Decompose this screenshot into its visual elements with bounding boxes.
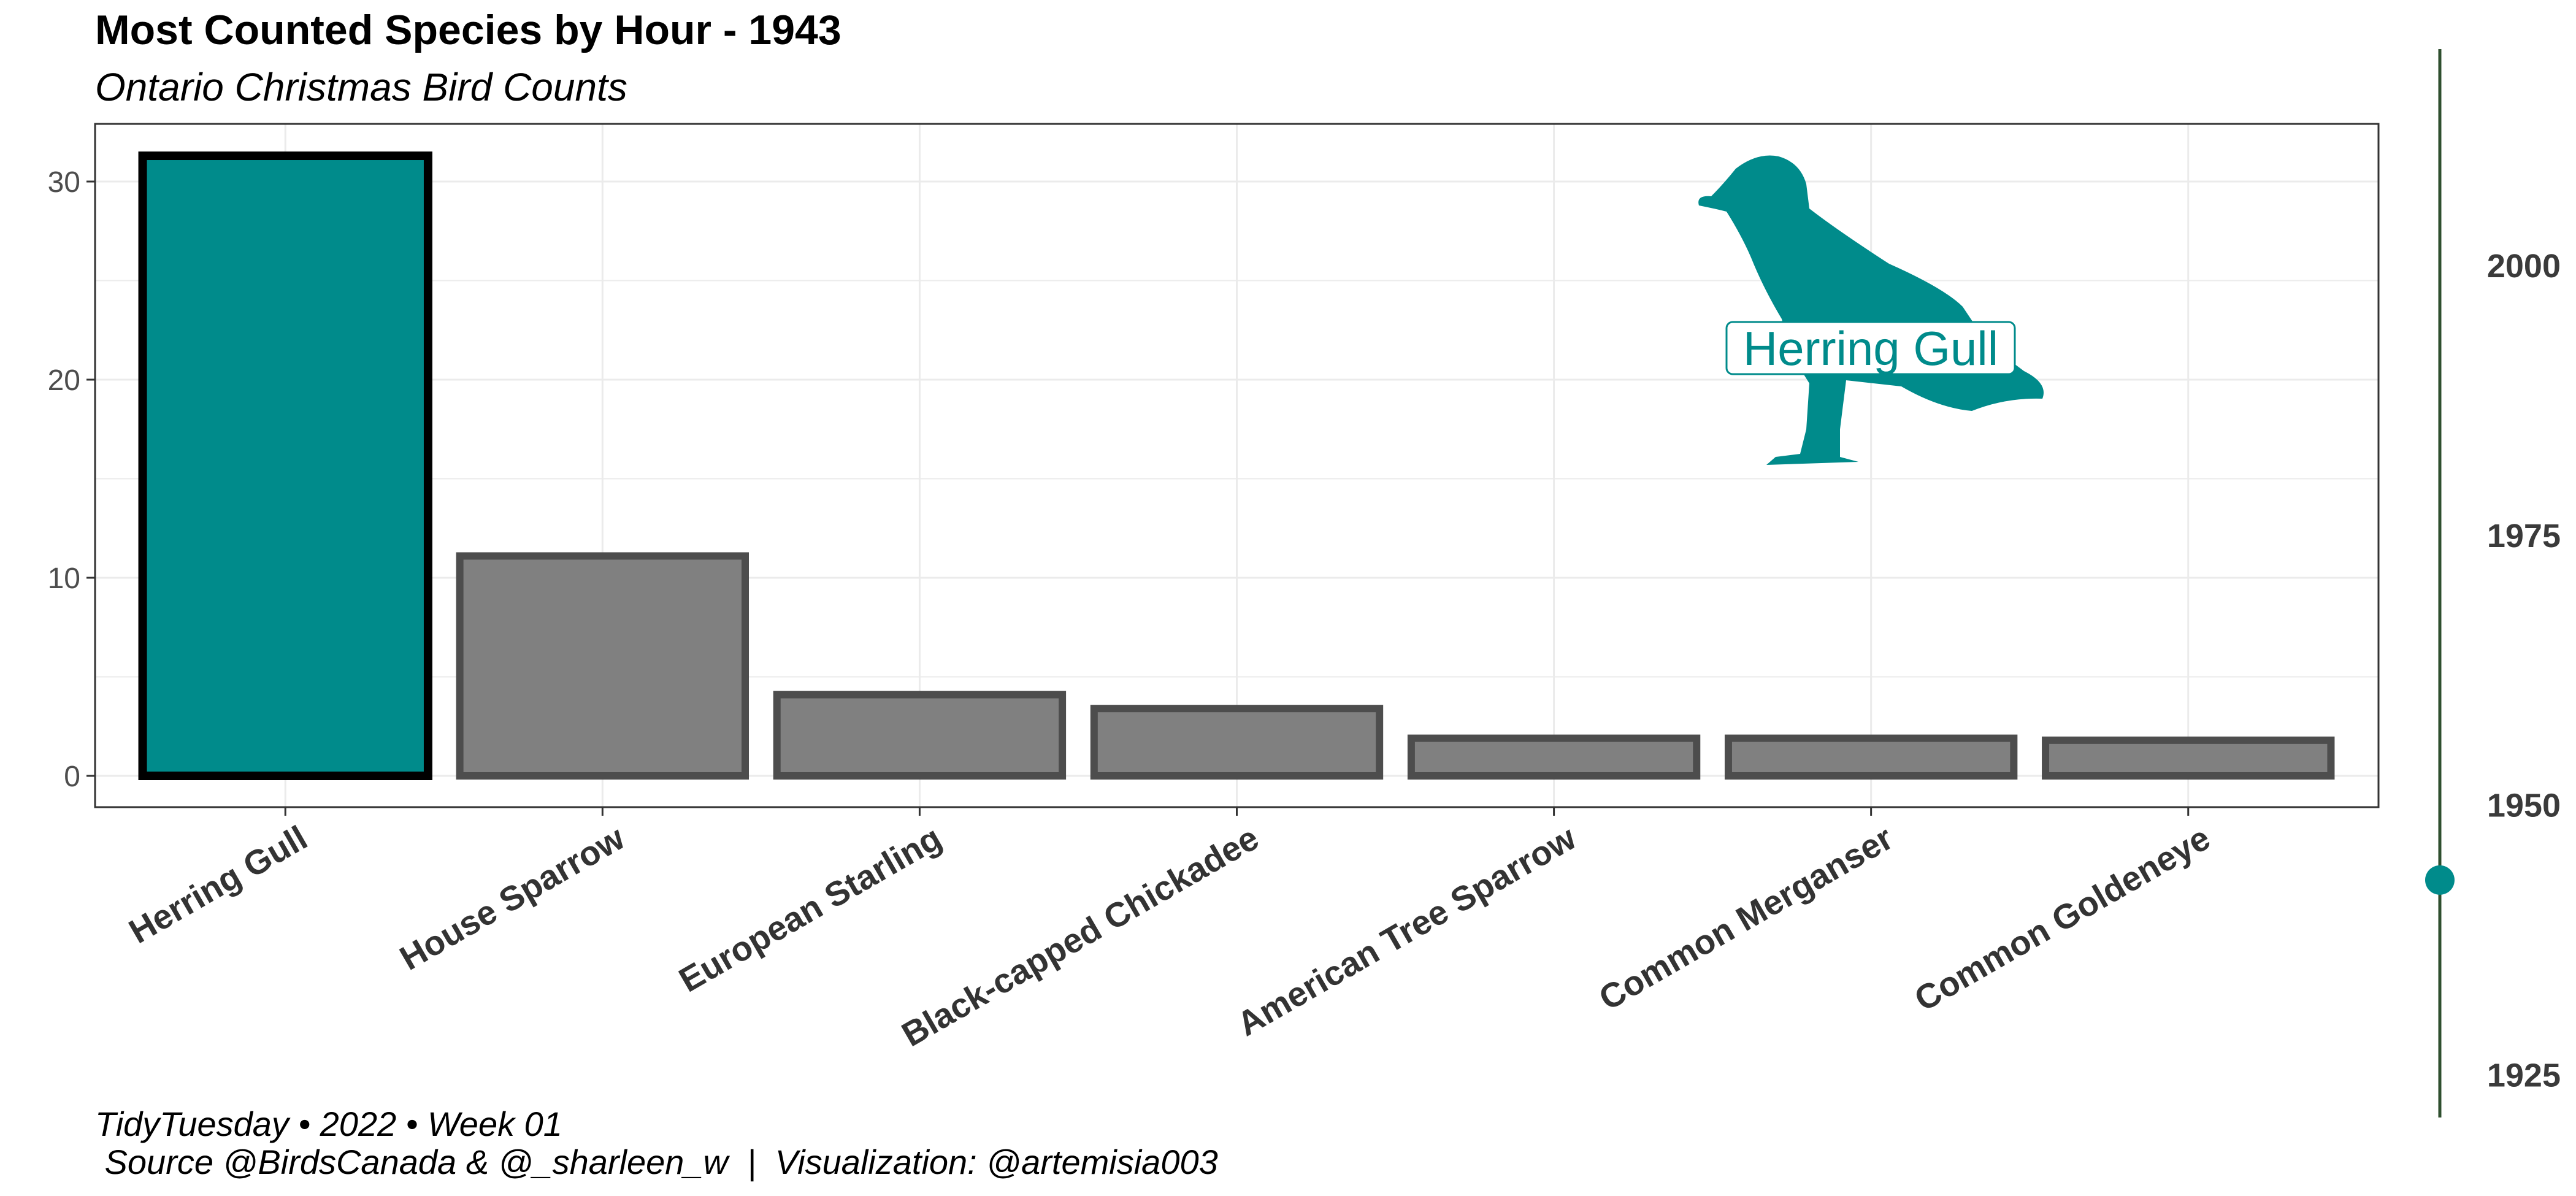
grid-lines: [95, 124, 2379, 807]
y-tick-label: 20: [48, 364, 80, 397]
bar: [1724, 734, 2018, 780]
y-axis: 0 10 20 30: [48, 166, 95, 793]
y-tick-label: 30: [48, 166, 80, 199]
bar: [138, 151, 432, 780]
bars: [138, 151, 2335, 780]
timeline-year-label: 1975: [2487, 518, 2561, 554]
bar: [1407, 734, 1701, 780]
x-tick-label: European Starling: [672, 818, 948, 1000]
chart-title: Most Counted Species by Hour - 1943: [95, 7, 841, 53]
x-axis: Herring Gull House Sparrow European Starli…: [123, 807, 2217, 1054]
chart-subtitle: Ontario Christmas Bird Counts: [95, 65, 627, 109]
x-tick-label: American Tree Sparrow: [1230, 818, 1582, 1044]
y-tick-label: 10: [48, 562, 80, 595]
timeline-current-marker: [2425, 865, 2455, 895]
herring-gull-annotation: Herring Gull: [1698, 155, 2044, 465]
year-timeline: 2000 1975 1950 1925: [2425, 49, 2561, 1117]
bar: [773, 691, 1067, 780]
bar: [2042, 736, 2335, 780]
x-tick-label: Common Merganser: [1592, 818, 1899, 1018]
caption-line-1: TidyTuesday • 2022 • Week 01: [95, 1105, 562, 1143]
x-tick-label: House Sparrow: [393, 818, 631, 978]
x-tick-label: Herring Gull: [123, 818, 314, 951]
y-tick-label: 0: [64, 761, 80, 793]
herring-gull-silhouette-icon: [1698, 155, 2044, 465]
x-tick-label: Common Goldeneye: [1908, 818, 2217, 1019]
annotation-label-box: [1725, 321, 2016, 375]
bar: [1090, 705, 1384, 780]
annotation-label: Herring Gull: [1743, 321, 1998, 375]
timeline-year-label: 1950: [2487, 788, 2561, 824]
timeline-year-label: 2000: [2487, 248, 2561, 285]
timeline-year-label: 1925: [2487, 1057, 2561, 1094]
bar: [456, 552, 749, 780]
caption-line-2: Source @BirdsCanada & @_sharleen_w | Vis…: [95, 1143, 1218, 1181]
x-tick-label: Black-capped Chickadee: [895, 818, 1265, 1054]
